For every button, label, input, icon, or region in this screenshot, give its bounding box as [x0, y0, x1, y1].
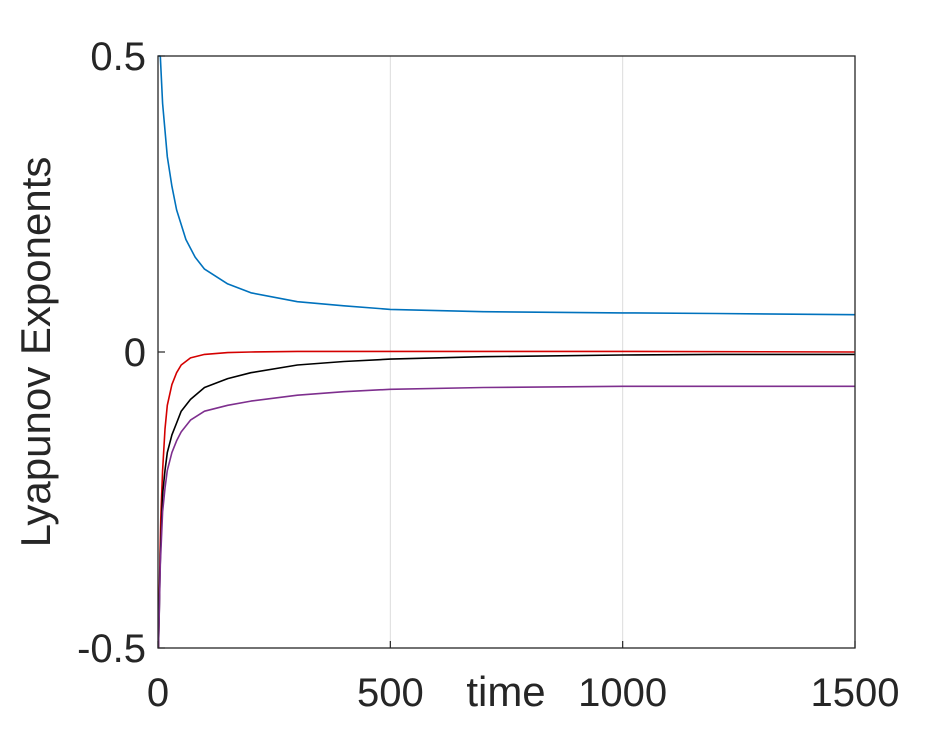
series-line-4: [157, 385, 855, 649]
x-tick-label: 0: [147, 671, 169, 715]
x-tick-label: 500: [357, 671, 424, 715]
y-tick-label: 0: [124, 331, 146, 375]
x-axis-label: time: [466, 668, 545, 715]
plot-series: [157, 55, 856, 649]
y-tick-label: -0.5: [77, 627, 146, 671]
series-line-2: [157, 350, 856, 649]
y-tick-label: 0.5: [90, 35, 146, 79]
series-line-3: [157, 353, 855, 649]
y-axis-label: Lyapunov Exponents: [12, 157, 59, 548]
axis-ticks: [157, 55, 856, 649]
tick-labels: 0 500 1000 1500-0.500.5: [77, 35, 899, 715]
x-tick-label: 1500: [811, 671, 900, 715]
x-tick-label: 1000: [578, 671, 667, 715]
series-line-1: [158, 55, 856, 316]
